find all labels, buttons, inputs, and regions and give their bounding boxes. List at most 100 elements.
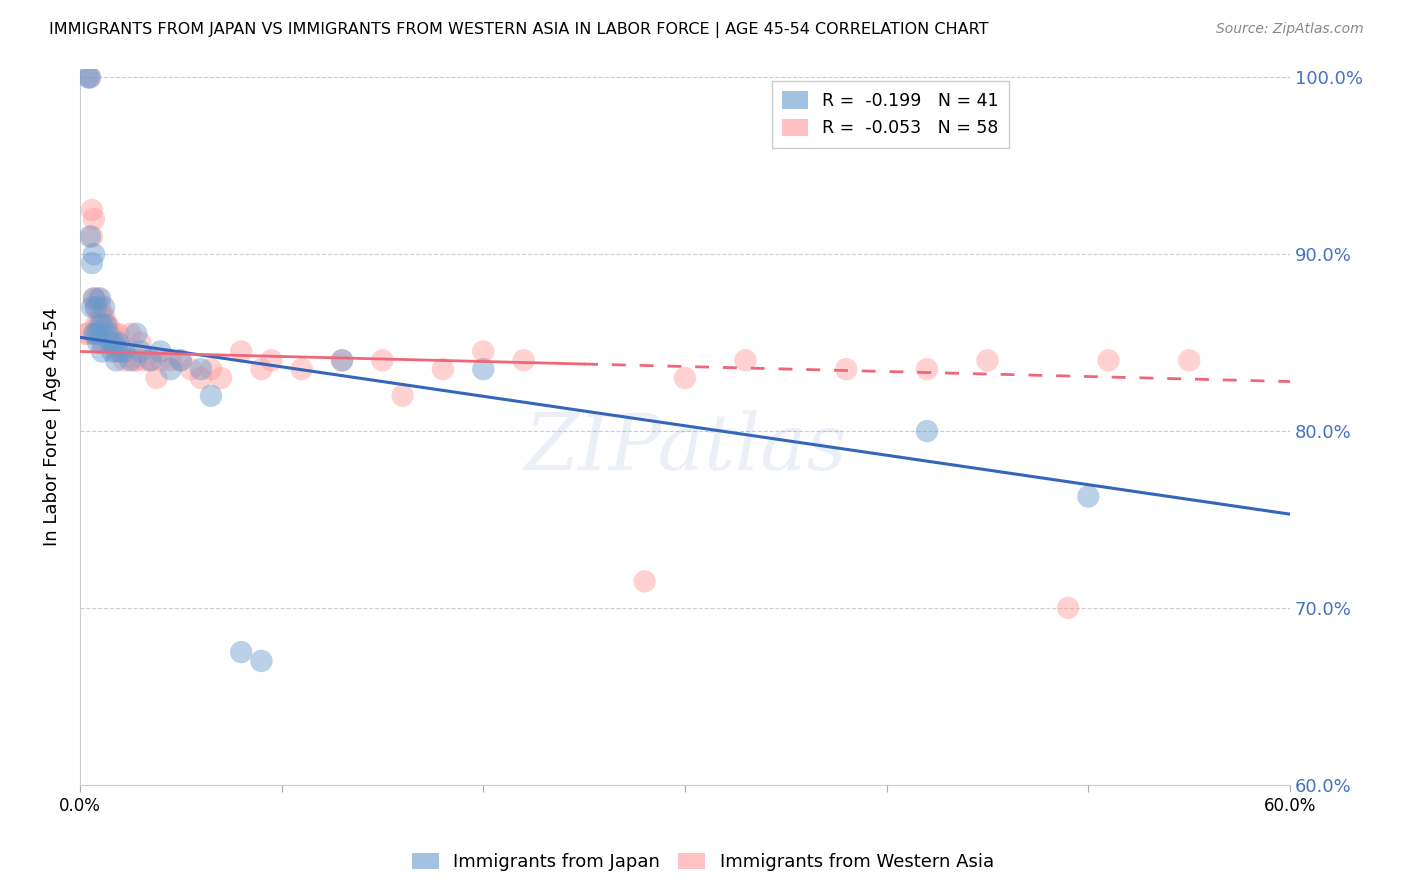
Point xyxy=(734,353,756,368)
Point xyxy=(94,318,117,332)
Point xyxy=(209,371,232,385)
Point xyxy=(101,344,124,359)
Point xyxy=(77,326,100,341)
Point xyxy=(129,344,152,359)
Point xyxy=(1057,601,1080,615)
Point xyxy=(79,70,101,85)
Point xyxy=(87,335,110,350)
Point xyxy=(129,335,152,350)
Point xyxy=(97,318,120,332)
Point xyxy=(149,353,172,368)
Point xyxy=(103,326,125,341)
Point xyxy=(512,353,534,368)
Point xyxy=(89,292,111,306)
Point xyxy=(93,309,115,323)
Point xyxy=(391,389,413,403)
Point xyxy=(91,335,114,350)
Point xyxy=(87,318,110,332)
Point xyxy=(432,362,454,376)
Point xyxy=(134,353,156,368)
Legend: R =  -0.199   N = 41, R =  -0.053   N = 58: R = -0.199 N = 41, R = -0.053 N = 58 xyxy=(772,81,1010,148)
Point xyxy=(98,326,121,341)
Point xyxy=(93,300,115,314)
Point xyxy=(124,353,146,368)
Point xyxy=(77,70,100,85)
Point xyxy=(159,362,181,376)
Point xyxy=(120,353,142,368)
Point xyxy=(107,326,129,341)
Point xyxy=(105,344,128,359)
Point xyxy=(120,326,142,341)
Point xyxy=(107,335,129,350)
Point xyxy=(231,645,253,659)
Point xyxy=(112,344,135,359)
Point xyxy=(89,326,111,341)
Point xyxy=(80,300,103,314)
Point xyxy=(108,344,131,359)
Point xyxy=(200,389,222,403)
Point xyxy=(673,371,696,385)
Y-axis label: In Labor Force | Age 45-54: In Labor Force | Age 45-54 xyxy=(44,308,60,546)
Point xyxy=(84,326,107,341)
Point xyxy=(79,70,101,85)
Point xyxy=(83,211,105,226)
Point xyxy=(170,353,193,368)
Point xyxy=(472,362,495,376)
Point xyxy=(89,300,111,314)
Point xyxy=(200,362,222,376)
Text: Source: ZipAtlas.com: Source: ZipAtlas.com xyxy=(1216,22,1364,37)
Point xyxy=(1178,353,1201,368)
Point xyxy=(83,292,105,306)
Point xyxy=(101,335,124,350)
Point xyxy=(79,229,101,244)
Point xyxy=(139,353,162,368)
Point xyxy=(976,353,998,368)
Point xyxy=(125,326,148,341)
Point xyxy=(170,353,193,368)
Point xyxy=(149,344,172,359)
Point xyxy=(330,353,353,368)
Point xyxy=(83,292,105,306)
Point xyxy=(260,353,283,368)
Point xyxy=(89,318,111,332)
Point xyxy=(98,335,121,350)
Point xyxy=(835,362,858,376)
Point xyxy=(94,318,117,332)
Point xyxy=(159,353,181,368)
Legend: Immigrants from Japan, Immigrants from Western Asia: Immigrants from Japan, Immigrants from W… xyxy=(405,846,1001,879)
Point xyxy=(112,353,135,368)
Point xyxy=(83,326,105,341)
Point xyxy=(330,353,353,368)
Point xyxy=(87,292,110,306)
Point xyxy=(472,344,495,359)
Text: IMMIGRANTS FROM JAPAN VS IMMIGRANTS FROM WESTERN ASIA IN LABOR FORCE | AGE 45-54: IMMIGRANTS FROM JAPAN VS IMMIGRANTS FROM… xyxy=(49,22,988,38)
Point xyxy=(145,371,167,385)
Point xyxy=(108,344,131,359)
Point xyxy=(190,362,212,376)
Point xyxy=(915,424,938,438)
Point xyxy=(75,326,97,341)
Point xyxy=(1077,490,1099,504)
Point xyxy=(125,353,148,368)
Point xyxy=(80,202,103,217)
Point xyxy=(190,371,212,385)
Point xyxy=(87,326,110,341)
Point xyxy=(84,300,107,314)
Point xyxy=(91,309,114,323)
Point xyxy=(91,344,114,359)
Point xyxy=(84,300,107,314)
Point xyxy=(139,353,162,368)
Text: ZIPatlas: ZIPatlas xyxy=(524,410,846,486)
Point xyxy=(105,353,128,368)
Point xyxy=(80,256,103,270)
Point xyxy=(84,318,107,332)
Point xyxy=(83,247,105,261)
Point xyxy=(180,362,202,376)
Point xyxy=(80,229,103,244)
Point xyxy=(1097,353,1119,368)
Point xyxy=(250,654,273,668)
Point xyxy=(97,326,120,341)
Point xyxy=(91,318,114,332)
Point xyxy=(291,362,314,376)
Point xyxy=(371,353,394,368)
